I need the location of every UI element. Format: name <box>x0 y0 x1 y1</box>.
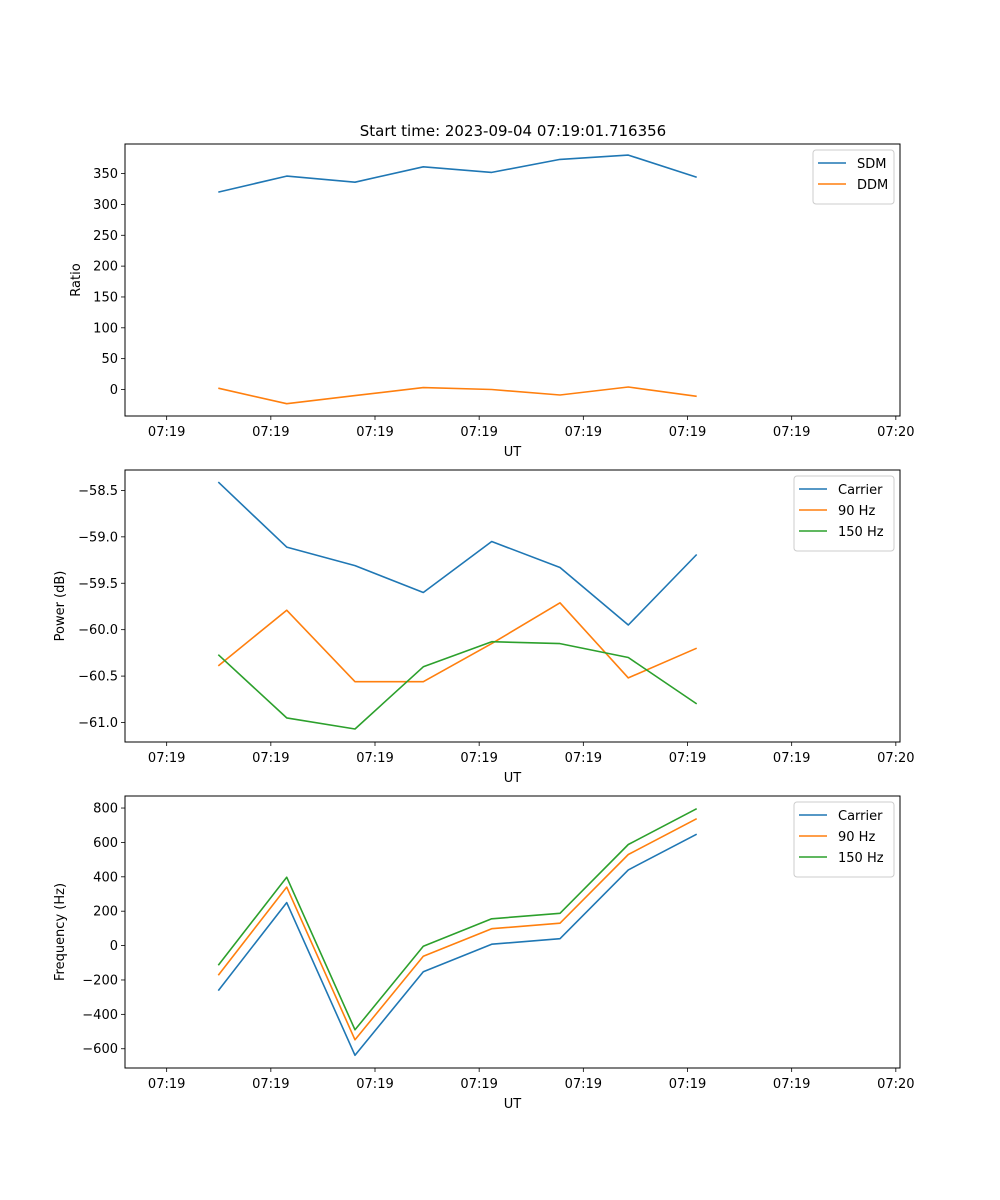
series-line-150-hz <box>217 807 698 1031</box>
series-line-90-hz <box>217 817 698 1041</box>
x-tick-label: 07:19 <box>252 425 289 440</box>
subplot-1: 07:19 07:19 07:19 07:19 07:19 07:19 07:19 07:20… <box>69 143 915 460</box>
y-tick-label: −200 <box>82 973 118 988</box>
y-tick-label: 250 <box>93 229 118 244</box>
y-tick-label: 400 <box>93 870 118 885</box>
x-axis-label: UT <box>504 771 522 786</box>
x-tick-label: 07:19 <box>252 1077 289 1092</box>
legend-label-carrier: Carrier <box>838 483 883 498</box>
x-tick-label: 07:19 <box>565 425 602 440</box>
y-tick-label: 200 <box>93 905 118 920</box>
y-tick-label: 150 <box>93 290 118 305</box>
legend-label-90-hz: 90 Hz <box>838 504 875 519</box>
legend-label-sdm: SDM <box>857 157 886 172</box>
y-tick-label: 300 <box>93 198 118 213</box>
x-tick-label: 07:19 <box>356 425 393 440</box>
y-tick-label: 50 <box>101 352 118 367</box>
legend-box <box>793 801 895 878</box>
y-tick-label: −60.5 <box>78 670 118 685</box>
x-tick-label: 07:19 <box>460 425 497 440</box>
legend-label-carrier: Carrier <box>838 809 883 824</box>
y-axis-label: Ratio <box>69 263 84 296</box>
x-axis-label: UT <box>504 1097 522 1112</box>
y-tick-label: −61.0 <box>78 716 118 731</box>
y-axis-label: Power (dB) <box>53 571 68 642</box>
legend-label-150-hz: 150 Hz <box>838 851 884 866</box>
y-tick-label: −59.5 <box>78 577 118 592</box>
legend: Carrier 90 Hz 150 Hz <box>793 475 895 552</box>
x-tick-label: 07:19 <box>773 425 810 440</box>
axes-frame <box>124 469 901 743</box>
y-tick-label: −600 <box>82 1042 118 1057</box>
legend-box <box>793 475 895 552</box>
y-axis-label: Frequency (Hz) <box>53 883 68 981</box>
x-tick-label: 07:19 <box>565 751 602 766</box>
legend: Carrier 90 Hz 150 Hz <box>793 801 895 878</box>
x-tick-label: 07:20 <box>877 1077 914 1092</box>
y-tick-label: 800 <box>93 802 118 817</box>
legend-label-ddm: DDM <box>857 178 888 193</box>
x-tick-label: 07:19 <box>773 1077 810 1092</box>
series-line-carrier <box>217 481 698 626</box>
x-tick-label: 07:19 <box>669 1077 706 1092</box>
subplot-3: 07:19 07:19 07:19 07:19 07:19 07:19 07:19 07:20… <box>53 795 915 1112</box>
x-axis-label: UT <box>504 445 522 460</box>
series-line-90-hz <box>217 601 698 683</box>
subplot-2: 07:19 07:19 07:19 07:19 07:19 07:19 07:19 07:20… <box>53 469 915 786</box>
y-tick-label: 350 <box>93 167 118 182</box>
x-tick-label: 07:19 <box>669 425 706 440</box>
x-tick-label: 07:19 <box>148 751 185 766</box>
y-tick-label: −60.0 <box>78 623 118 638</box>
y-tick-label: 100 <box>93 321 118 336</box>
subplots: 07:19 07:19 07:19 07:19 07:19 07:19 07:19 07:20… <box>53 143 915 1112</box>
x-tick-label: 07:19 <box>148 425 185 440</box>
y-tick-label: −58.5 <box>78 484 118 499</box>
x-tick-label: 07:19 <box>460 751 497 766</box>
x-tick-label: 07:20 <box>877 751 914 766</box>
x-tick-label: 07:20 <box>877 425 914 440</box>
axes-frame <box>124 795 901 1069</box>
y-tick-label: −400 <box>82 1008 118 1023</box>
y-tick-label: 0 <box>110 939 118 954</box>
x-tick-label: 07:19 <box>356 751 393 766</box>
x-tick-label: 07:19 <box>252 751 289 766</box>
series-line-sdm <box>218 154 697 193</box>
axes-frame <box>124 143 901 417</box>
x-tick-label: 07:19 <box>773 751 810 766</box>
legend-label-150-hz: 150 Hz <box>838 525 884 540</box>
y-tick-label: −59.0 <box>78 530 118 545</box>
series-line-150-hz <box>217 640 698 730</box>
series-line-carrier <box>217 833 698 1057</box>
y-tick-label: 0 <box>110 383 118 398</box>
series-line-ddm <box>218 386 697 405</box>
x-tick-label: 07:19 <box>669 751 706 766</box>
x-tick-label: 07:19 <box>148 1077 185 1092</box>
chart-title: Start time: 2023-09-04 07:19:01.716356 <box>360 122 666 140</box>
legend-label-90-hz: 90 Hz <box>838 830 875 845</box>
x-tick-label: 07:19 <box>356 1077 393 1092</box>
y-tick-label: 200 <box>93 260 118 275</box>
x-tick-label: 07:19 <box>460 1077 497 1092</box>
y-tick-label: 600 <box>93 836 118 851</box>
legend: SDM DDM <box>812 149 895 205</box>
x-tick-label: 07:19 <box>565 1077 602 1092</box>
